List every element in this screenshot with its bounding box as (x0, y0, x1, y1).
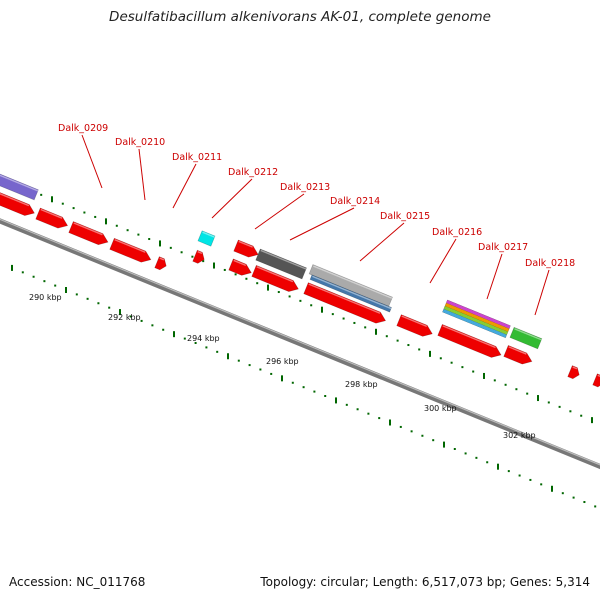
gene-callout: Dalk_0212 (211, 167, 278, 219)
multi-feature (442, 299, 511, 339)
gene-label: Dalk_0214 (330, 196, 380, 207)
cds-arrow (396, 314, 433, 337)
kbp-label: 292 kbp (108, 313, 141, 322)
gene-callout: Dalk_0213 (254, 182, 330, 230)
trna-feature (197, 230, 216, 247)
genome-backbone (0, 218, 600, 470)
cds-arrow (503, 345, 533, 365)
kbp-label: 298 kbp (345, 380, 378, 389)
kbp-label: 294 kbp (187, 334, 220, 343)
gene-callout: Dalk_0216 (429, 227, 482, 284)
green-feature (509, 326, 543, 350)
cds-arrow (251, 264, 299, 292)
callout-leader-line (486, 253, 503, 300)
map-title: Desulfatibacillum alkenivorans AK-01, co… (109, 9, 491, 25)
callout-leader-line (81, 134, 103, 189)
callout-leader-line (359, 222, 405, 262)
gene-label: Dalk_0218 (525, 258, 575, 269)
genome-stats-text: Topology: circular; Length: 6,517,073 bp… (260, 575, 590, 589)
feature-track (0, 170, 600, 388)
kbp-label: 290 kbp (29, 293, 62, 302)
gene-label: Dalk_0217 (478, 242, 528, 253)
gene-label: Dalk_0210 (115, 137, 165, 148)
callout-leader-line (138, 148, 146, 201)
kbp-label: 302 kbp (503, 431, 536, 440)
rrna-feature (309, 274, 392, 313)
callout-leader-line (429, 238, 457, 284)
cds-arrow (35, 207, 69, 229)
kbp-label: 296 kbp (266, 357, 299, 366)
callout-leader-line (289, 207, 355, 241)
cds-arrow (567, 365, 580, 380)
backbone-line (0, 218, 600, 470)
gene-label: Dalk_0213 (280, 182, 330, 193)
kbp-scale: 290 kbp 292 kbp 294 kbp 296 kbp 298 kbp 300 k… (29, 293, 536, 440)
cds-arrow (192, 249, 205, 264)
cds-arrow (303, 282, 387, 324)
gene-callout: Dalk_0217 (478, 242, 528, 300)
cds-arrow (0, 188, 35, 216)
callout-leader-line (172, 163, 197, 209)
gene-callout: Dalk_0210 (115, 137, 165, 201)
gene-callout: Dalk_0215 (359, 211, 430, 262)
gene-callout: Dalk_0211 (172, 152, 222, 209)
gene-label: Dalk_0211 (172, 152, 222, 163)
kbp-label: 300 kbp (424, 404, 457, 413)
purple-feature (0, 170, 39, 201)
accession-text: Accession: NC_011768 (9, 575, 146, 589)
cds-arrow (437, 324, 502, 358)
rrna-feature (255, 248, 307, 280)
gene-callout: Dalk_0209 (58, 123, 108, 189)
cds-arrow (228, 258, 252, 276)
callout-leader-line (534, 269, 550, 316)
callout-leader-line (254, 193, 305, 230)
gene-label: Dalk_0216 (432, 227, 482, 238)
cds-arrow (68, 221, 109, 246)
cds-arrow (109, 237, 152, 263)
cds-arrow (233, 239, 259, 258)
tick-marks (7, 180, 597, 508)
gene-label: Dalk_0209 (58, 123, 108, 134)
cds-arrow (154, 256, 167, 271)
gene-callout: Dalk_0218 (525, 258, 575, 316)
gene-label: Dalk_0212 (228, 167, 278, 178)
cds-arrow (592, 373, 600, 388)
gene-callout: Dalk_0214 (289, 196, 380, 241)
backbone-highlight (0, 218, 600, 466)
callout-leader-line (211, 178, 253, 219)
gene-callouts: Dalk_0209Dalk_0210Dalk_0211Dalk_0212Dalk… (58, 123, 575, 316)
gene-label: Dalk_0215 (380, 211, 430, 222)
